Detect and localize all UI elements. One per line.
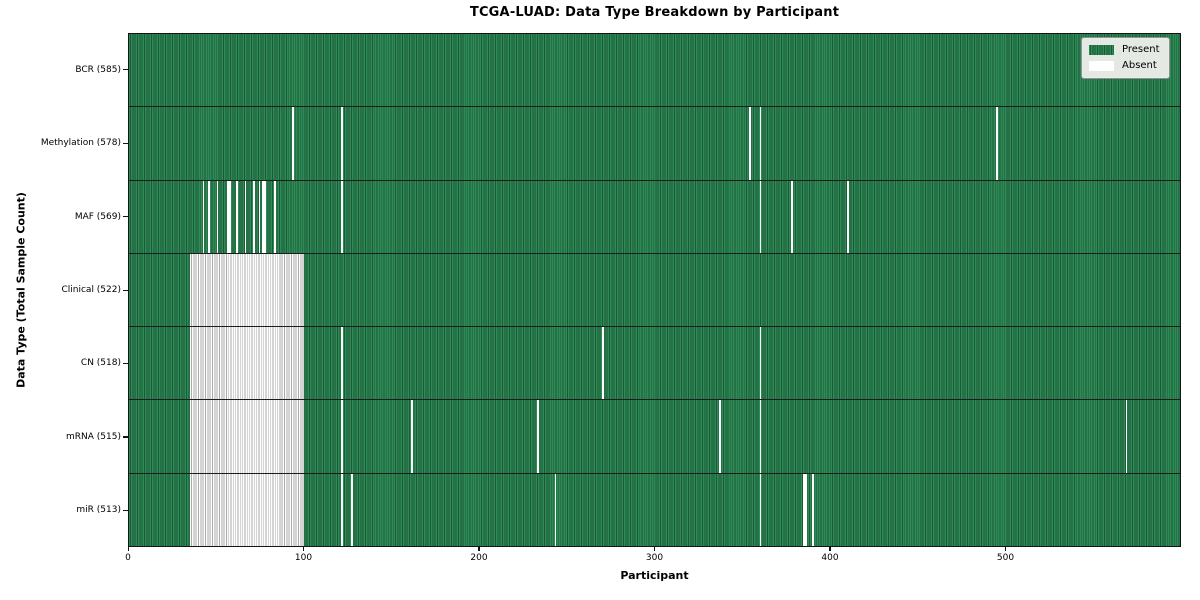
absent-segment: [719, 400, 722, 473]
absent-segment: [274, 180, 277, 253]
heatmap-row-mir: [129, 473, 1180, 546]
absent-segment: [537, 400, 539, 473]
x-tick-mark: [478, 547, 480, 551]
absent-segment: [759, 327, 762, 400]
absent-segment: [202, 180, 205, 253]
y-tick-mark: [123, 216, 128, 218]
y-tick-label-mrna: mRNA (515): [66, 431, 121, 442]
absent-segment: [291, 107, 294, 180]
absent-segment: [996, 107, 998, 180]
heatmap-row-bcr: [129, 34, 1180, 108]
y-tick-labels: BCR (585) Methylation (578) MAF (569) Clini…: [0, 33, 121, 547]
y-tick-mark: [123, 289, 128, 291]
absent-segment: [190, 473, 305, 546]
y-tick-label-cn: CN (518): [80, 358, 121, 369]
absent-segment: [759, 400, 762, 473]
absent-segment: [554, 473, 557, 546]
legend-swatch-present: [1089, 45, 1114, 55]
absent-segment: [847, 180, 849, 253]
absent-segment: [803, 473, 807, 546]
x-tick-label: 400: [821, 553, 839, 563]
y-tick-mark: [123, 509, 128, 511]
absent-segment: [759, 180, 762, 253]
x-tick-mark: [829, 547, 831, 551]
y-tick-mark: [123, 142, 128, 144]
x-tick-label: 0: [125, 553, 131, 563]
absent-segment: [601, 327, 604, 400]
x-tick-label: 100: [294, 553, 313, 563]
y-tick-mark: [123, 436, 128, 438]
plot-area: [128, 33, 1181, 547]
x-ticks: 0 100 200 300 400 500: [125, 547, 1181, 577]
absent-segment: [411, 400, 413, 473]
x-axis-label: Participant: [620, 569, 689, 582]
absent-segment: [812, 473, 814, 546]
absent-segment: [340, 400, 343, 473]
absent-segment: [340, 473, 343, 546]
absent-segment: [340, 327, 343, 400]
legend-item-present: Present: [1089, 44, 1160, 56]
y-tick-label-methylation: Methylation (578): [40, 138, 121, 149]
absent-segment: [190, 327, 305, 400]
absent-segment: [262, 180, 266, 253]
legend-label-present: Present: [1122, 44, 1160, 55]
y-tick-label-mir: miR (513): [76, 505, 121, 516]
absent-segment: [253, 180, 256, 253]
heatmap-row-clinical: [129, 253, 1180, 328]
y-tick-label-bcr: BCR (585): [75, 64, 121, 75]
legend-label-absent: Absent: [1122, 60, 1157, 71]
x-tick-label: 200: [470, 553, 488, 563]
chart-title: TCGA-LUAD: Data Type Breakdown by Partic…: [469, 5, 840, 20]
absent-segment: [791, 180, 793, 253]
absent-segment: [759, 473, 762, 546]
absent-segment: [340, 107, 343, 180]
x-tick-mark: [302, 547, 305, 551]
y-tick-label-maf: MAF (569): [74, 211, 121, 222]
heatmap-row-methylation: [129, 107, 1180, 181]
absent-segment: [340, 180, 343, 253]
legend-item-absent: Absent: [1089, 60, 1160, 72]
y-tick-label-clinical: Clinical (522): [61, 285, 121, 295]
absent-segment: [258, 180, 261, 253]
legend: Present Absent: [1081, 37, 1170, 79]
x-tick-mark: [1005, 547, 1007, 551]
x-tick-label: 300: [645, 553, 664, 563]
x-tick-mark: [654, 547, 656, 551]
x-tick-mark: [127, 547, 129, 551]
absent-segment: [216, 180, 219, 253]
absent-segment: [227, 180, 231, 253]
absent-segment: [759, 107, 762, 180]
heatmap-row-mrna: [129, 400, 1180, 474]
x-tick-label: 500: [996, 553, 1015, 563]
absent-segment: [351, 473, 354, 546]
legend-swatch-absent: [1089, 61, 1114, 71]
heatmap-row-cn: [129, 327, 1180, 401]
absent-segment: [749, 107, 751, 180]
y-tick-marks: [123, 33, 128, 547]
absent-segment: [207, 180, 210, 253]
absent-segment: [190, 253, 305, 327]
absent-segment: [190, 400, 305, 473]
absent-segment: [244, 180, 247, 253]
heatmap-row-maf: [129, 180, 1180, 254]
y-tick-mark: [123, 362, 128, 365]
absent-segment: [1125, 400, 1128, 473]
y-tick-mark: [123, 69, 128, 71]
absent-segment: [235, 180, 238, 253]
